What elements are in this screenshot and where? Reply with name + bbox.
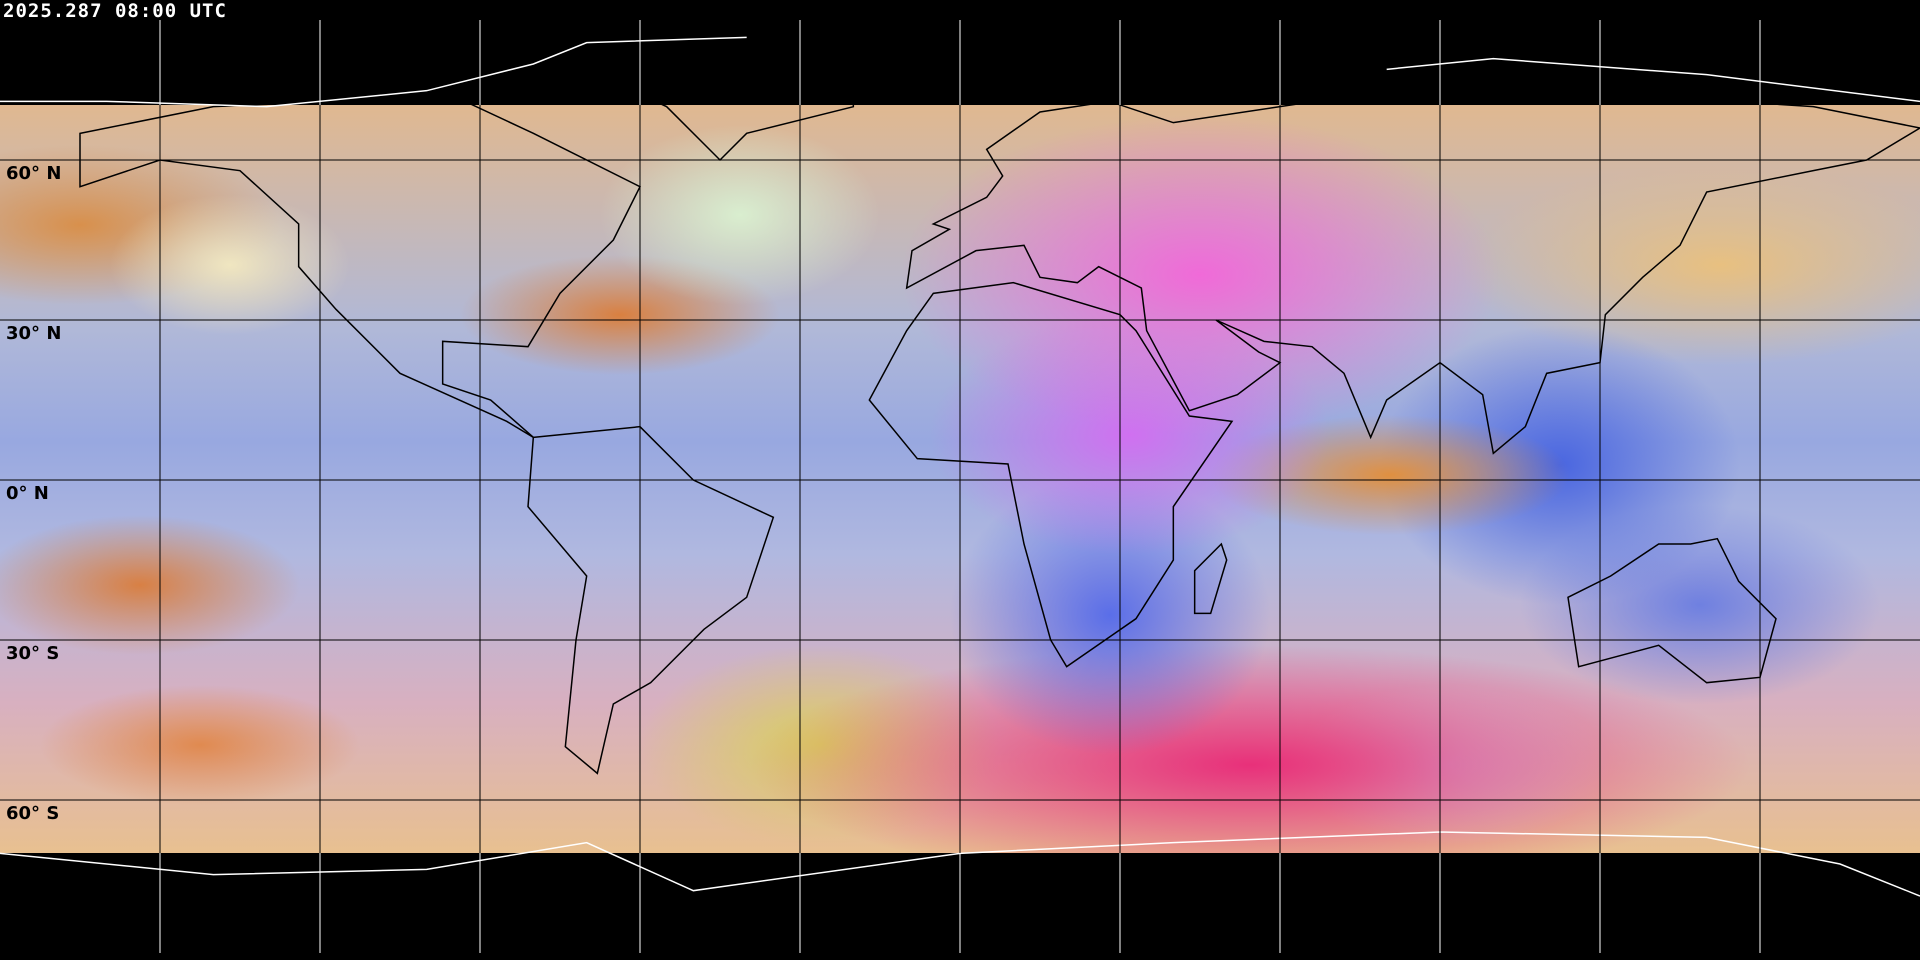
arctic-coastline [0, 36, 747, 108]
timestamp-label: 2025.287 08:00 UTC [3, 0, 227, 22]
australia-coastline [1567, 537, 1777, 684]
eurasia-coastline [905, 68, 1920, 455]
lat-label-60s: 60° S [6, 803, 60, 824]
south-america-coastline [527, 425, 775, 775]
north-america-coastline [79, 95, 642, 438]
madagascar-coastline [1193, 542, 1228, 615]
lat-label-30s: 30° S [6, 643, 60, 664]
lat-label-0n: 0° N [6, 483, 49, 504]
siberia-arctic-coastline [1386, 57, 1920, 103]
africa-coastline [868, 281, 1234, 668]
lat-label-30n: 30° N [6, 323, 62, 344]
greenland-coastline [584, 36, 855, 162]
lat-label-60n: 60° N [6, 163, 62, 184]
